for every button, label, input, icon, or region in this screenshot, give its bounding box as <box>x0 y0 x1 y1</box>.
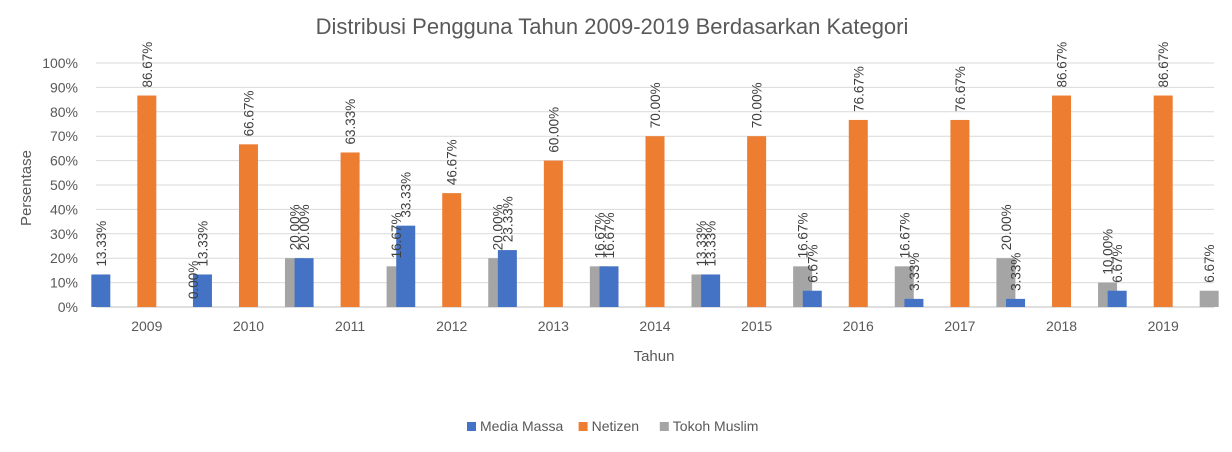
data-label-tokoh-muslim: 20.00% <box>999 204 1014 250</box>
bar-media-massa <box>701 274 721 307</box>
x-tick-label: 2014 <box>639 318 670 334</box>
data-label-media-massa: 13.33% <box>94 221 109 267</box>
bar-media-massa <box>497 250 517 307</box>
bar-media-massa <box>802 290 822 307</box>
data-labels: 13.33%86.67%0.00%13.33%66.67%20.00%20.00… <box>94 42 1217 299</box>
data-label-tokoh-muslim: 20.00% <box>491 204 506 250</box>
bar-netizen <box>645 136 665 307</box>
bar-netizen <box>1153 95 1173 307</box>
y-tick-label: 0% <box>58 299 78 315</box>
bar-media-massa <box>91 274 111 307</box>
data-label-media-massa: 23.33% <box>500 196 515 242</box>
data-label-media-massa: 6.67% <box>1110 244 1125 282</box>
data-label-media-massa: 13.33% <box>704 221 719 267</box>
data-label-tokoh-muslim: 0.00% <box>186 261 201 299</box>
data-label-netizen: 86.67% <box>1156 42 1171 88</box>
bar-media-massa <box>294 258 314 307</box>
data-label-media-massa: 6.67% <box>805 244 820 282</box>
data-label-netizen: 66.67% <box>241 91 256 137</box>
x-axis-ticks: 2009 2010 2011 2012 2013 2014 2015 2016 2017 2018… <box>131 318 1179 334</box>
bar-media-massa <box>1107 290 1127 307</box>
data-label-netizen: 60.00% <box>546 107 561 153</box>
data-label-tokoh-muslim: 6.67% <box>1202 244 1217 282</box>
data-label-netizen: 76.67% <box>953 66 968 112</box>
x-tick-label: 2013 <box>538 318 569 334</box>
bar-netizen <box>238 144 258 307</box>
legend: Media Massa Netizen Tokoh Muslim <box>467 418 758 434</box>
data-label-media-massa: 13.33% <box>195 221 210 267</box>
bar-netizen <box>543 160 563 307</box>
data-label-netizen: 86.67% <box>140 42 155 88</box>
bar-netizen <box>747 136 767 307</box>
legend-label-media-massa: Media Massa <box>480 418 563 434</box>
bar-media-massa <box>396 225 416 307</box>
x-axis-title: Tahun <box>634 348 675 365</box>
y-tick-label: 80% <box>50 104 78 120</box>
x-tick-label: 2016 <box>843 318 874 334</box>
data-label-tokoh-muslim: 10.00% <box>1101 229 1116 275</box>
bar-media-massa <box>599 266 619 307</box>
bar-netizen <box>340 152 360 307</box>
bar-tokoh-muslim <box>894 266 914 307</box>
x-tick-label: 2015 <box>741 318 772 334</box>
legend-swatch-netizen <box>578 422 588 431</box>
y-tick-label: 40% <box>50 201 78 217</box>
bar-netizen <box>1052 95 1072 307</box>
legend-label-netizen: Netizen <box>592 418 639 434</box>
data-label-netizen: 76.67% <box>851 66 866 112</box>
legend-swatch-tokoh-muslim <box>659 422 669 431</box>
x-tick-label: 2009 <box>131 318 162 334</box>
data-label-media-massa: 20.00% <box>297 204 312 250</box>
chart-title: Distribusi Pengguna Tahun 2009-2019 Berd… <box>316 14 909 39</box>
data-label-media-massa: 16.67% <box>602 213 617 259</box>
data-label-tokoh-muslim: 16.67% <box>389 213 404 259</box>
x-tick-label: 2012 <box>436 318 467 334</box>
data-label-netizen: 86.67% <box>1055 42 1070 88</box>
bar-netizen <box>442 193 462 307</box>
data-label-netizen: 63.33% <box>343 99 358 145</box>
data-label-tokoh-muslim: 16.67% <box>796 213 811 259</box>
data-label-media-massa: 3.33% <box>907 253 922 291</box>
data-label-media-massa: 33.33% <box>399 172 414 218</box>
data-label-tokoh-muslim: 16.67% <box>592 213 607 259</box>
data-label-netizen: 70.00% <box>750 82 765 128</box>
data-label-netizen: 70.00% <box>648 82 663 128</box>
data-label-tokoh-muslim: 16.67% <box>897 213 912 259</box>
data-label-netizen: 46.67% <box>445 139 460 185</box>
x-tick-label: 2017 <box>944 318 975 334</box>
legend-label-tokoh-muslim: Tokoh Muslim <box>673 418 759 434</box>
legend-swatch-media-massa <box>467 422 476 431</box>
bar-netizen <box>137 95 157 307</box>
y-tick-label: 60% <box>50 153 78 169</box>
x-tick-label: 2019 <box>1148 318 1179 334</box>
x-tick-label: 2011 <box>335 318 365 334</box>
y-axis-title: Persentase <box>18 150 35 226</box>
data-label-media-massa: 3.33% <box>1009 253 1024 291</box>
bar-netizen <box>848 119 868 307</box>
bar-media-massa <box>904 298 924 307</box>
y-tick-label: 20% <box>50 250 78 266</box>
y-tick-label: 100% <box>42 55 78 71</box>
y-axis-ticks: 0% 10% 20% 30% 40% 50% 60% 70% 80% 90% 100% <box>42 55 78 315</box>
y-tick-label: 90% <box>50 79 78 95</box>
bars <box>91 95 1219 307</box>
y-tick-label: 50% <box>50 177 78 193</box>
data-label-tokoh-muslim: 20.00% <box>287 204 302 250</box>
bar-media-massa <box>192 274 212 307</box>
y-tick-label: 30% <box>50 226 78 242</box>
bar-tokoh-muslim <box>1199 290 1219 307</box>
data-label-tokoh-muslim: 13.33% <box>694 221 709 267</box>
x-tick-label: 2010 <box>233 318 264 334</box>
bar-netizen <box>950 119 970 307</box>
bar-tokoh-muslim <box>996 258 1016 307</box>
bar-media-massa <box>1006 298 1026 307</box>
y-tick-label: 70% <box>50 128 78 144</box>
x-tick-label: 2018 <box>1046 318 1077 334</box>
y-tick-label: 10% <box>50 275 78 291</box>
